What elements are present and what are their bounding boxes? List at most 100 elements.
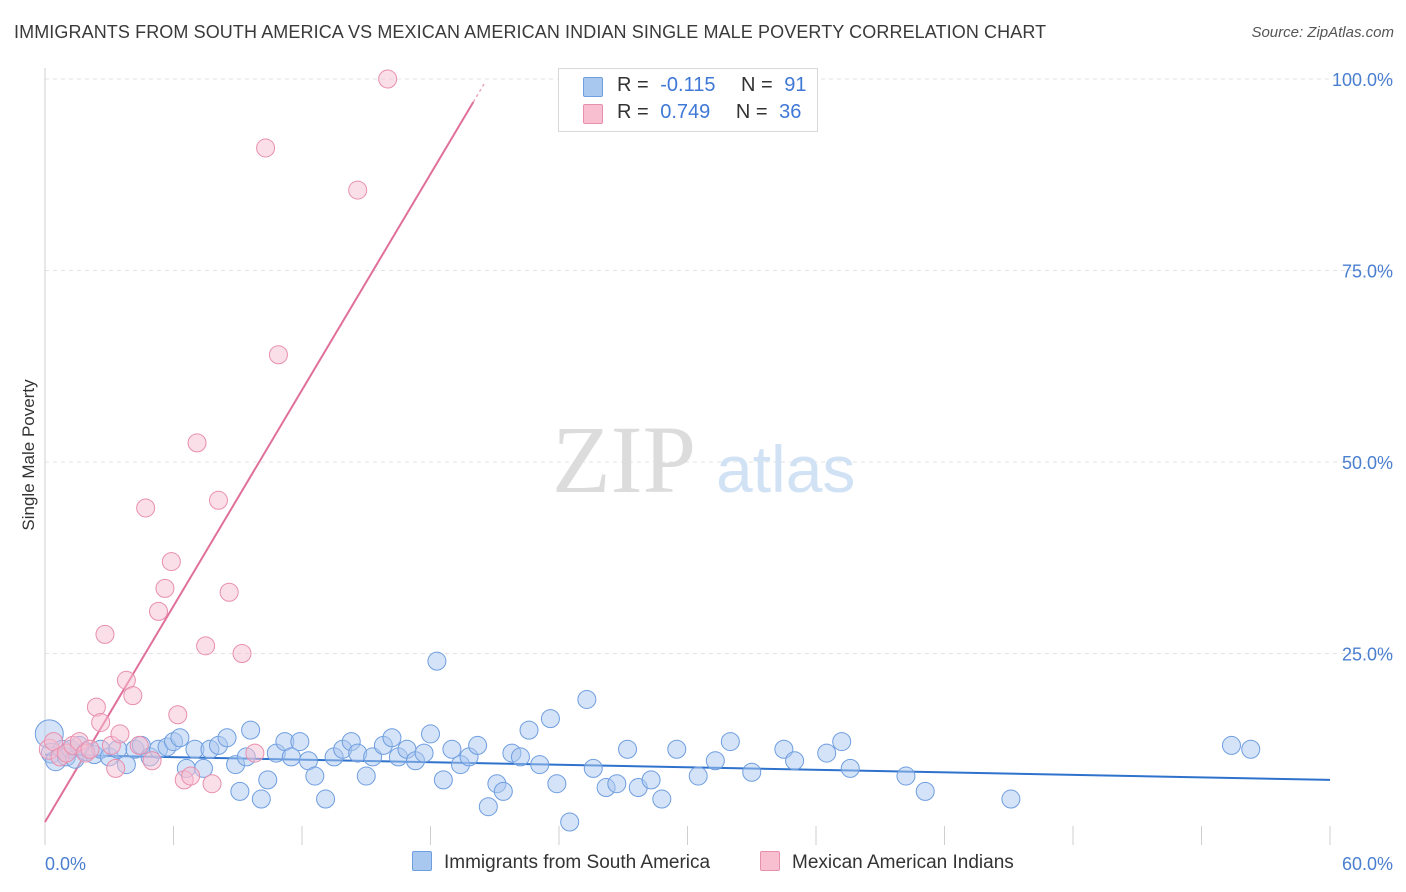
data-point-mexican-american-indian [181, 766, 201, 786]
bottom-legend-swatch-blue [412, 851, 432, 871]
data-point-south-america [170, 728, 190, 748]
data-point-south-america [305, 766, 325, 786]
data-point-south-america [667, 739, 687, 759]
bottom-legend-label: Mexican American Indians [792, 852, 1014, 873]
axes [44, 68, 1331, 845]
legend-swatch-blue [583, 77, 603, 97]
data-point-mexican-american-indian [161, 552, 181, 572]
data-point-mexican-american-indian [219, 582, 239, 602]
data-point-south-america [577, 689, 597, 709]
data-point-mexican-american-indian [208, 490, 228, 510]
correlation-legend: R = -0.115 N = 91 R = 0.749 N = 36 [558, 68, 818, 132]
y-tick-label: 100.0% [1332, 70, 1393, 90]
watermark-atlas: atlas [716, 432, 855, 506]
data-points [34, 69, 1261, 832]
data-point-mexican-american-indian [110, 724, 130, 744]
data-point-mexican-american-indian [168, 705, 188, 725]
trend-line-extension [472, 83, 485, 103]
data-point-south-america [510, 747, 530, 767]
data-point-south-america [414, 743, 434, 763]
data-point-south-america [478, 797, 498, 817]
data-point-south-america [618, 739, 638, 759]
watermark: ZIP atlas [552, 406, 855, 513]
data-point-mexican-american-indian [91, 712, 111, 732]
data-point-mexican-american-indian [155, 578, 175, 598]
source-label: Source: ZipAtlas.com [1251, 24, 1394, 41]
data-point-south-america [720, 732, 740, 752]
data-point-south-america [688, 766, 708, 786]
data-point-south-america [530, 755, 550, 775]
data-point-mexican-american-indian [149, 601, 169, 621]
legend-r-value: -0.115 [660, 74, 716, 96]
data-point-south-america [547, 774, 567, 794]
bottom-legend-label: Immigrants from South America [444, 852, 711, 873]
chart-title: IMMIGRANTS FROM SOUTH AMERICA VS MEXICAN… [14, 22, 1047, 42]
data-point-south-america [258, 770, 278, 790]
data-point-south-america [896, 766, 916, 786]
bottom-legend-swatch-pink [760, 851, 780, 871]
data-point-south-america [840, 758, 860, 778]
trend-line-mexican-american-indian [44, 101, 475, 823]
x-tick-label: 60.0% [1342, 854, 1393, 874]
legend-n-label: N = [741, 74, 773, 96]
data-point-south-america [1241, 739, 1261, 759]
data-point-south-america [468, 735, 488, 755]
data-point-mexican-american-indian [378, 69, 398, 89]
data-point-mexican-american-indian [95, 624, 115, 644]
legend-swatch-pink [583, 104, 603, 124]
data-point-south-america [705, 751, 725, 771]
legend-r-value: 0.749 [660, 101, 711, 123]
data-point-mexican-american-indian [187, 433, 207, 453]
data-point-south-america [356, 766, 376, 786]
data-point-south-america [607, 774, 627, 794]
watermark-zip: ZIP [552, 406, 696, 513]
data-point-south-america [540, 709, 560, 729]
data-point-south-america [230, 781, 250, 801]
data-point-mexican-american-indian [232, 644, 252, 663]
data-point-mexican-american-indian [136, 498, 156, 518]
data-point-south-america [421, 724, 440, 744]
data-point-south-america [817, 743, 837, 763]
data-point-south-america [382, 728, 402, 748]
tick-labels: 25.0% 50.0% 75.0% 100.0% 0.0% 60.0% [45, 70, 1393, 874]
legend-r-label: R = [617, 101, 649, 123]
data-point-south-america [290, 732, 310, 752]
data-point-south-america [433, 770, 453, 790]
legend-r-label: R = [617, 74, 649, 96]
data-point-south-america [241, 720, 261, 740]
data-point-south-america [427, 651, 447, 671]
data-point-mexican-american-indian [348, 180, 368, 200]
data-point-mexican-american-indian [80, 739, 100, 759]
y-tick-label: 75.0% [1342, 262, 1393, 282]
data-point-south-america [316, 789, 336, 809]
x-tick-label: 0.0% [45, 854, 86, 874]
bottom-legend-item-pink: Mexican American Indians [760, 851, 1014, 877]
data-point-south-america [641, 770, 661, 790]
data-point-south-america [442, 739, 462, 759]
data-point-mexican-american-indian [202, 774, 222, 794]
bottom-legend-item-blue: Immigrants from South America [412, 851, 710, 877]
data-point-mexican-american-indian [245, 743, 265, 763]
data-point-south-america [583, 758, 603, 778]
data-point-mexican-american-indian [196, 636, 216, 656]
legend-n-value: 91 [784, 74, 807, 96]
y-axis-title: Single Male Poverty [19, 379, 38, 531]
data-point-south-america [652, 789, 672, 809]
data-point-mexican-american-indian [142, 751, 162, 771]
data-point-mexican-american-indian [129, 735, 149, 755]
data-point-mexican-american-indian [268, 345, 288, 365]
y-tick-label: 50.0% [1342, 453, 1393, 473]
grid-lines [45, 78, 1393, 654]
data-point-south-america [519, 720, 539, 740]
data-point-south-america [493, 781, 513, 801]
data-point-south-america [1001, 789, 1021, 809]
data-point-south-america [915, 781, 935, 801]
legend-n-value: 36 [779, 101, 802, 123]
data-point-south-america [742, 762, 762, 782]
data-point-south-america [832, 732, 852, 752]
data-point-mexican-american-indian [106, 758, 126, 778]
data-point-mexican-american-indian [123, 686, 143, 706]
data-point-south-america [217, 728, 237, 748]
data-point-south-america [1221, 735, 1241, 755]
